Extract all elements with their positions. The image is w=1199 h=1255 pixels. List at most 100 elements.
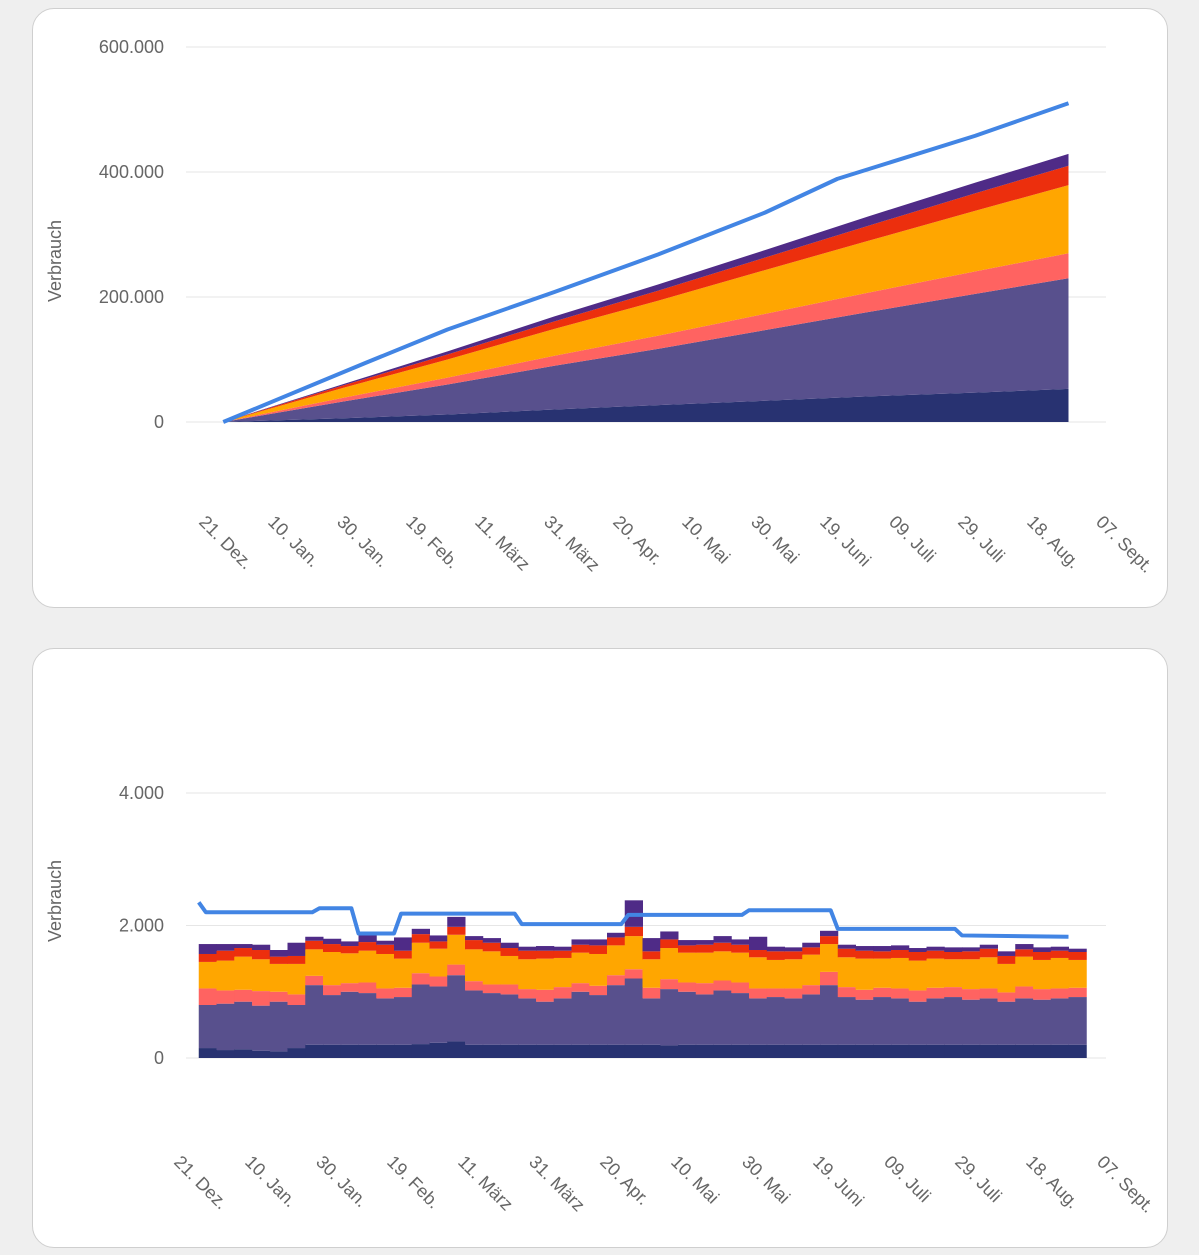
bar-purple (305, 936, 324, 941)
bar-pink (500, 984, 519, 995)
bar-purple (908, 948, 927, 952)
bar-slate (465, 990, 484, 1045)
bar-slate (500, 994, 519, 1045)
bar-slate (571, 991, 590, 1045)
bar-red (802, 947, 821, 955)
bar-red (660, 939, 679, 949)
bar-navy (784, 1044, 803, 1058)
bar-navy (891, 1044, 910, 1058)
bar-slate (855, 999, 874, 1045)
bar-purple (269, 950, 288, 957)
bar-red (766, 951, 785, 960)
bar-orange (216, 960, 235, 991)
bar-slate (979, 998, 998, 1045)
bar-orange (1015, 956, 1034, 987)
x-tick-label: 19. Feb. (383, 1152, 444, 1213)
bar-slate (234, 1001, 253, 1050)
bar-pink (731, 982, 750, 994)
bar-slate (252, 1005, 271, 1051)
bar-pink (873, 987, 892, 998)
bar-purple (553, 946, 572, 951)
bar-orange (997, 963, 1016, 993)
bar-red (695, 944, 714, 953)
bar-orange (234, 956, 253, 990)
bar-pink (607, 975, 626, 986)
bar-purple (358, 935, 377, 943)
bar-orange (340, 953, 359, 984)
bar-navy (660, 1045, 679, 1058)
bar-navy (518, 1044, 537, 1058)
bar-slate (837, 997, 856, 1045)
bar-slate (802, 994, 821, 1045)
bar-red (607, 937, 626, 946)
bar-pink (1033, 989, 1052, 1000)
bar-navy (411, 1044, 430, 1058)
bar-slate (394, 997, 413, 1045)
bar-purple (607, 932, 626, 938)
bar-purple (1033, 947, 1052, 952)
bar-navy (802, 1044, 821, 1058)
bar-pink (802, 985, 821, 995)
bar-pink (429, 976, 448, 987)
bar-orange (624, 936, 643, 970)
bar-pink (837, 987, 856, 998)
bar-red (873, 951, 892, 959)
bar-navy (429, 1042, 448, 1058)
bar-purple (820, 930, 839, 937)
x-tick-label: 18. Aug. (1022, 1152, 1083, 1213)
bar-pink (908, 990, 927, 1002)
bar-slate (713, 990, 732, 1045)
bar-purple (695, 940, 714, 945)
bar-navy (536, 1044, 555, 1058)
bar-pink (198, 988, 217, 1005)
bar-orange (660, 948, 679, 980)
bar-pink (287, 994, 306, 1005)
bar-orange (855, 958, 874, 990)
bar-slate (216, 1003, 235, 1051)
bar-orange (482, 951, 501, 985)
bar-slate (323, 995, 342, 1045)
x-tick-label: 19. Juni (816, 512, 875, 571)
bar-purple (731, 939, 750, 945)
bar-navy (447, 1041, 466, 1058)
bar-red (269, 956, 288, 964)
bar-navy (1015, 1044, 1034, 1058)
bar-slate (287, 1005, 306, 1049)
bar-red (234, 948, 253, 957)
x-tick-label: 19. Juni (809, 1152, 868, 1211)
bar-slate (1033, 999, 1052, 1045)
bar-slate (536, 1001, 555, 1045)
bar-orange (518, 959, 537, 990)
bar-purple (944, 947, 963, 952)
bar-slate (305, 985, 324, 1045)
bar-pink (766, 988, 785, 998)
bar-red (358, 942, 377, 951)
bar-red (784, 951, 803, 960)
bar-slate (269, 1001, 288, 1052)
bar-pink (305, 975, 324, 986)
bar-pink (216, 990, 235, 1004)
bar-purple (376, 940, 395, 945)
bar-navy (749, 1044, 768, 1058)
bar-pink (1068, 987, 1087, 998)
target-line (197, 901, 1069, 939)
bar-orange (802, 954, 821, 986)
bar-navy (766, 1044, 785, 1058)
x-tick-label: 21. Dez. (170, 1152, 232, 1214)
bar-red (749, 950, 768, 958)
bar-navy (358, 1044, 377, 1058)
bar-slate (1015, 998, 1034, 1045)
bar-slate (518, 998, 537, 1045)
bar-orange (1068, 959, 1087, 988)
bar-pink (944, 987, 963, 998)
bar-purple (198, 944, 217, 954)
bar-red (482, 942, 501, 952)
bar-pink (447, 964, 466, 976)
bar-orange (358, 950, 377, 983)
bar-red (571, 944, 590, 953)
bar-slate (660, 989, 679, 1046)
bar-slate (731, 993, 750, 1045)
x-tick-label: 31. März (525, 1152, 589, 1216)
